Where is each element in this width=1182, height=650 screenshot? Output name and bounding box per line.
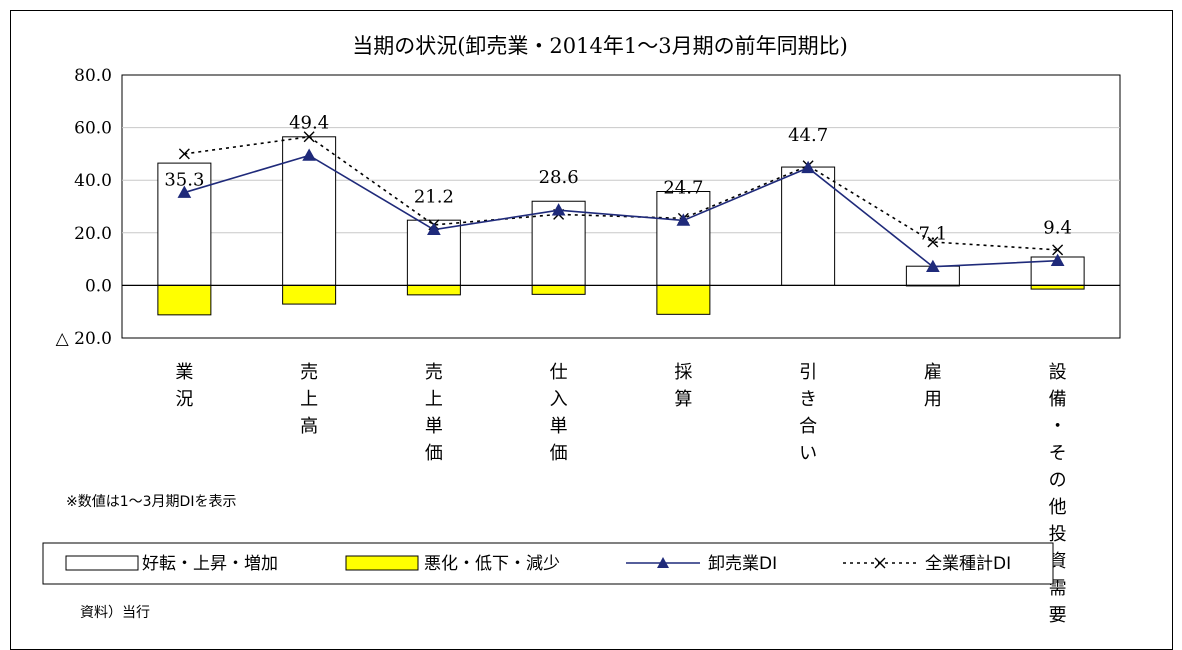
category-label-char: 売 [300, 362, 318, 383]
bar-positive [781, 166, 836, 286]
legend-swatch-positive [65, 555, 139, 571]
data-label: 21.2 [414, 187, 454, 208]
category-label-char: 他 [1049, 497, 1067, 518]
y-tick-label: 80.0 [74, 66, 112, 86]
y-tick-label: 40.0 [74, 171, 112, 191]
category-label-char: 採 [674, 362, 692, 383]
category-label-char: 仕 [550, 362, 568, 383]
category-label-char: 設 [1049, 362, 1067, 383]
category-label-char: 用 [924, 389, 942, 410]
legend-label-positive: 好転・上昇・増加 [142, 554, 278, 574]
category-label-char: 引 [799, 362, 817, 383]
chart-annotation: ※数値は1～3月期DIを表示 [66, 494, 236, 510]
y-tick-label: 60.0 [74, 119, 112, 139]
data-label: 49.4 [289, 112, 329, 133]
y-tick-label: 0.0 [85, 276, 112, 296]
bar-negative [282, 284, 337, 305]
legend-swatch-negative [345, 555, 419, 571]
y-tick-label: 20.0 [74, 224, 112, 244]
legend-label-negative: 悪化・低下・減少 [424, 554, 560, 574]
triangle-marker [551, 203, 566, 216]
x-marker [303, 131, 315, 143]
triangle-marker [177, 185, 192, 198]
category-label-char: き [799, 389, 817, 410]
category-label-char: 要 [1049, 605, 1067, 626]
category-label-char: 投 [1049, 524, 1067, 545]
source-note: 資料）当行 [80, 605, 150, 621]
legend-triangle-marker [657, 557, 669, 568]
line-wholesale [184, 154, 1058, 268]
category-label-char: 況 [175, 389, 193, 410]
category-label-char: 合 [799, 416, 817, 437]
category-label-char: 売 [425, 362, 443, 383]
x-marker [178, 148, 190, 160]
bar-positive [406, 219, 461, 286]
category-label-char: ・ [1049, 416, 1067, 437]
bar-positive [656, 191, 711, 286]
category-label-char: 価 [425, 443, 443, 464]
legend-label-wholesale: 卸売業DI [708, 554, 777, 574]
legend-label-all-industries: 全業種計DI [925, 554, 1011, 574]
bar-negative [656, 284, 711, 315]
legend-box [42, 542, 1054, 585]
x-marker [927, 236, 939, 248]
data-label: 7.1 [919, 224, 948, 245]
category-label-char: い [799, 443, 817, 464]
category-label-char: そ [1049, 443, 1067, 464]
category-label-char: 上 [300, 389, 318, 410]
category-label-char: 業 [175, 362, 193, 383]
bar-positive [157, 162, 212, 286]
category-label-char: 高 [300, 416, 318, 437]
bar-negative [406, 284, 461, 296]
category-label-char: 価 [550, 443, 568, 464]
triangle-marker [676, 213, 691, 226]
triangle-marker [1050, 253, 1065, 266]
data-label: 9.4 [1043, 218, 1072, 239]
y-tick-label: △ 20.0 [56, 329, 112, 349]
line-all-industries [184, 135, 1058, 251]
data-label: 28.6 [539, 167, 579, 188]
category-label-char: の [1049, 470, 1067, 491]
category-label-char: 入 [550, 389, 568, 410]
legend-x-marker [874, 557, 886, 569]
bar-negative [157, 284, 212, 316]
category-label-char: 雇 [924, 362, 942, 383]
category-label-char: 単 [425, 416, 443, 437]
triangle-marker [427, 222, 441, 235]
bar-negative [531, 284, 586, 295]
triangle-marker [926, 259, 940, 273]
x-marker [1052, 244, 1064, 256]
data-label: 24.7 [663, 177, 703, 198]
category-label-char: 上 [425, 389, 443, 410]
category-label-char: 備 [1049, 389, 1067, 410]
plot-area [121, 74, 1121, 339]
data-label: 35.3 [164, 170, 204, 191]
chart-title: 当期の状況(卸売業・2014年1～3月期の前年同期比) [352, 34, 848, 58]
category-label-char: 算 [674, 389, 692, 410]
data-label: 44.7 [788, 125, 828, 146]
triangle-marker [302, 148, 316, 161]
triangle-marker [801, 160, 815, 174]
category-label-char: 単 [550, 416, 568, 437]
